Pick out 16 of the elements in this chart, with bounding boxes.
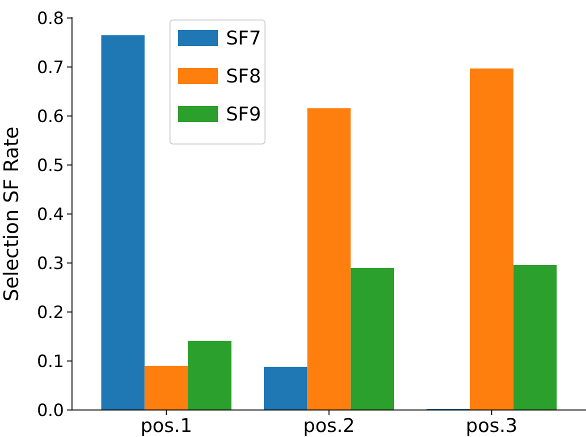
x-tick-label: pos.1	[140, 415, 192, 437]
y-tick-label: 0.0	[36, 400, 64, 421]
y-tick-label: 0.5	[36, 156, 64, 176]
y-tick-label: 0.4	[36, 204, 64, 225]
legend-label: SF8	[226, 66, 262, 88]
y-tick-label: 0.8	[36, 8, 64, 29]
y-tick-label: 0.3	[36, 254, 64, 274]
y-axis-title: Selection SF Rate	[0, 126, 23, 302]
x-tick-label: pos.2	[303, 415, 355, 437]
y-tick-label: 0.2	[36, 302, 64, 323]
legend-label: SF9	[226, 104, 262, 126]
y-tick-label: 0.7	[36, 58, 64, 78]
legend-label: SF7	[226, 28, 262, 50]
x-tick-label: pos.3	[466, 415, 518, 437]
y-tick-label: 0.1	[36, 352, 64, 372]
y-tick-label: 0.6	[36, 106, 64, 127]
